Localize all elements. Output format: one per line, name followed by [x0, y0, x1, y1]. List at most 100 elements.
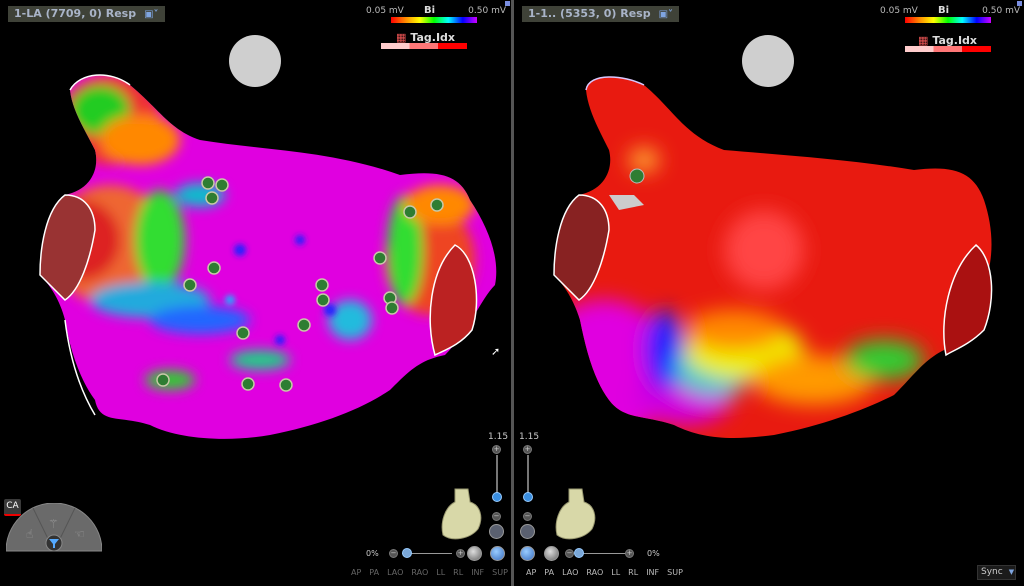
hand-point-icon[interactable]: ☜ [74, 527, 85, 541]
heart-model-icon[interactable] [554, 487, 599, 542]
zoom-out-icon[interactable]: − [492, 512, 501, 521]
map-title-text: 1-LA (7709, 0) Resp [14, 7, 137, 20]
zoom-in-icon[interactable]: + [523, 445, 532, 454]
legend-label: Bi [938, 5, 950, 16]
legend-max: 0.50 mV [468, 6, 506, 16]
tag-icon: ▦ [918, 34, 929, 47]
voltage-color-bar [391, 17, 477, 23]
zoom-out-icon[interactable]: − [523, 512, 532, 521]
tag-point [629, 168, 645, 184]
view-button-lao[interactable]: LAO [562, 568, 579, 577]
tag-point [183, 278, 197, 292]
view-button-ll[interactable]: LL [611, 568, 621, 577]
sphere-orientation-icon[interactable] [229, 35, 281, 87]
left-anatomy-map[interactable] [0, 0, 511, 586]
view-button-rl[interactable]: RL [628, 568, 639, 577]
tag-point [201, 176, 215, 190]
view-button-rl[interactable]: RL [453, 568, 464, 577]
view-button-rao[interactable]: RAO [411, 568, 429, 577]
zoom-value: 1.15 [488, 432, 509, 442]
tag-point [297, 318, 311, 332]
pin-marker [505, 1, 510, 6]
tag-point [316, 293, 330, 307]
tag-index-label: ▦ Tag.Idx [396, 31, 456, 44]
mesh-toggle-icon[interactable] [544, 546, 559, 561]
zoom-slider[interactable] [496, 455, 498, 495]
heart-view-button[interactable] [520, 524, 535, 539]
view-button-inf[interactable]: INF [471, 568, 485, 577]
heart-view-button[interactable] [489, 524, 504, 539]
transparency-knob[interactable] [402, 548, 412, 558]
legend-min: 0.05 mV [366, 6, 404, 16]
wand-icon[interactable]: ⚚ [48, 517, 59, 531]
layout-icon[interactable]: ▣˅ [658, 9, 674, 20]
legend-min: 0.05 mV [880, 6, 918, 16]
tag-icon: ▦ [396, 31, 407, 44]
right-anatomy-map[interactable] [514, 0, 1024, 586]
legend-label: Bi [424, 5, 436, 16]
tag-index-label: ▦ Tag.Idx [918, 34, 978, 47]
left-view-presets: AP PA LAO RAO LL RL INF SUP [351, 568, 508, 577]
legend-max: 0.50 mV [982, 6, 1020, 16]
transparency-minus-icon[interactable]: − [389, 549, 398, 558]
view-button-pa[interactable]: PA [369, 568, 380, 577]
transparency-plus-icon[interactable]: + [456, 549, 465, 558]
view-button-sup[interactable]: SUP [492, 568, 508, 577]
transparency-slider[interactable] [576, 553, 626, 554]
mesh-toggle-icon[interactable] [467, 546, 482, 561]
left-map-title[interactable]: 1-LA (7709, 0) Resp ▣˅ [8, 6, 165, 22]
ca-logo-icon[interactable]: CA [4, 499, 21, 516]
tag-point [279, 378, 293, 392]
transparency-value: 0% [647, 549, 660, 558]
view-button-ap[interactable]: AP [526, 568, 537, 577]
pin-marker [1017, 1, 1022, 6]
zoom-slider[interactable] [527, 455, 529, 495]
zoom-slider-knob[interactable] [523, 492, 533, 502]
tag-point [403, 205, 417, 219]
tag-index-bar [381, 43, 467, 49]
transparency-value: 0% [366, 549, 379, 558]
tag-point [207, 261, 221, 275]
hand-add-icon[interactable]: ☝ [26, 527, 33, 541]
left-tag-points [156, 176, 444, 392]
tag-point [373, 251, 387, 265]
tag-point [430, 198, 444, 212]
zoom-value: 1.15 [519, 432, 540, 442]
left-map-view[interactable]: 1-LA (7709, 0) Resp ▣˅ 0.05 mV Bi 0.50 mV… [0, 0, 511, 586]
tag-index-bar [905, 46, 991, 52]
tag-point [315, 278, 329, 292]
transparency-knob[interactable] [574, 548, 584, 558]
tag-point [385, 301, 399, 315]
view-button-lao[interactable]: LAO [387, 568, 404, 577]
tag-point [156, 373, 170, 387]
mouse-cursor-icon: ➚ [491, 345, 501, 358]
view-button-ll[interactable]: LL [436, 568, 446, 577]
heart-model-icon[interactable] [440, 487, 485, 542]
view-button-rao[interactable]: RAO [586, 568, 604, 577]
chevron-down-icon: ▼ [1008, 568, 1015, 576]
sphere-orientation-icon[interactable] [742, 35, 794, 87]
view-divider[interactable] [511, 0, 514, 586]
right-view-presets: AP PA LAO RAO LL RL INF SUP [526, 568, 683, 577]
sync-dropdown[interactable]: Sync ▼ [977, 565, 1016, 580]
right-map-title[interactable]: 1-1.. (5353, 0) Resp ▣˅ [522, 6, 680, 22]
map-title-text: 1-1.. (5353, 0) Resp [528, 7, 651, 20]
view-button-pa[interactable]: PA [544, 568, 555, 577]
zoom-in-icon[interactable]: + [492, 445, 501, 454]
layout-icon[interactable]: ▣˅ [144, 9, 159, 20]
tag-point [215, 178, 229, 192]
rotate-view-icon[interactable] [490, 546, 505, 561]
view-button-inf[interactable]: INF [646, 568, 660, 577]
transparency-slider[interactable] [402, 553, 452, 554]
zoom-slider-knob[interactable] [492, 492, 502, 502]
voltage-color-bar [905, 17, 991, 23]
transparency-plus-icon[interactable]: + [625, 549, 634, 558]
tag-point [241, 377, 255, 391]
tool-wheel-icon[interactable]: ☝ ⚚ ☜ [6, 503, 102, 555]
view-button-ap[interactable]: AP [351, 568, 362, 577]
right-map-view[interactable]: 1-1.. (5353, 0) Resp ▣˅ 0.05 mV Bi 0.50 m… [514, 0, 1024, 586]
rotate-view-icon[interactable] [520, 546, 535, 561]
view-button-sup[interactable]: SUP [667, 568, 683, 577]
transparency-minus-icon[interactable]: − [565, 549, 574, 558]
tag-point [205, 191, 219, 205]
